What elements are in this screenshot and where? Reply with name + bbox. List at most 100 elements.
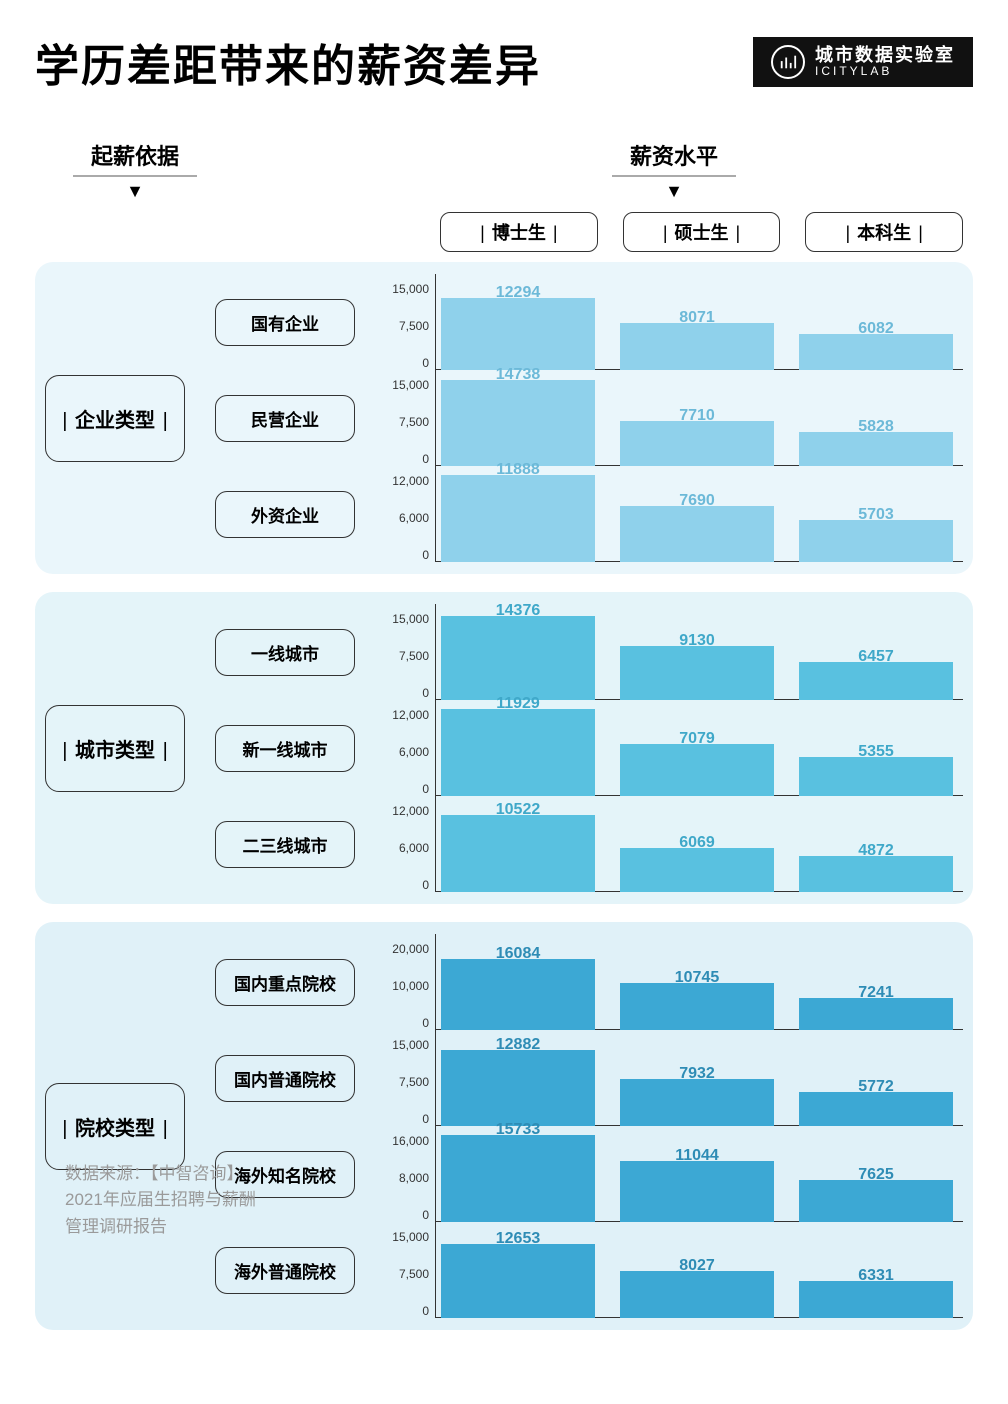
bar-value: 7690: [620, 492, 774, 510]
chart-row: 15,0007,5000 12653 8027 6331: [375, 1222, 963, 1318]
group-label-box: | 院校类型 |: [45, 1083, 185, 1170]
bar: 5703: [799, 474, 953, 562]
bar: 12653: [441, 1230, 595, 1318]
bar: 7690: [620, 474, 774, 562]
bar: 7241: [799, 942, 953, 1030]
bar: 7710: [620, 378, 774, 466]
bar: 14376: [441, 612, 595, 700]
bar: 7932: [620, 1038, 774, 1126]
sub-label: 民营企业: [215, 395, 355, 442]
y-axis-ticks: 15,0007,5000: [375, 1222, 435, 1318]
logo-text-cn: 城市数据实验室: [815, 45, 955, 66]
y-axis-ticks: 12,0006,0000: [375, 466, 435, 562]
arrow-down-icon: ▼: [35, 181, 235, 202]
bar: 16084: [441, 942, 595, 1030]
axis-header-row: 起薪依据 ▼ 薪资水平 ▼ | 博士生 | | 硕士生 | | 本科生 |: [35, 139, 973, 252]
bar: 7079: [620, 708, 774, 796]
degree-headers: | 博士生 | | 硕士生 | | 本科生 |: [375, 212, 973, 252]
right-axis-label: 薪资水平: [375, 139, 973, 177]
bar: 6082: [799, 282, 953, 370]
chart-row: 15,0007,500014738 7710 5828: [375, 370, 963, 466]
sub-label: 外资企业: [215, 491, 355, 538]
sub-label: 国有企业: [215, 299, 355, 346]
bar-value: 6331: [799, 1267, 953, 1285]
bar-value: 7625: [799, 1166, 953, 1184]
sub-label: 新一线城市: [215, 725, 355, 772]
bar-value: 8027: [620, 1257, 774, 1275]
bar: 8027: [620, 1230, 774, 1318]
bar: 4872: [799, 804, 953, 892]
chart-row: 12,0006,000011929 7079 5355: [375, 700, 963, 796]
logo-badge: 城市数据实验室 ICITYLAB: [753, 37, 973, 87]
bar-value: 16084: [441, 945, 595, 963]
section-院校类型: | 院校类型 |国内重点院校国内普通院校海外知名院校海外普通院校20,00010…: [35, 922, 973, 1330]
bar-value: 11044: [620, 1147, 774, 1165]
bar: 12882: [441, 1038, 595, 1126]
bar-value: 7079: [620, 730, 774, 748]
page-title: 学历差距带来的薪资差异: [35, 30, 541, 94]
bar-value: 5772: [799, 1078, 953, 1096]
bar: 15733: [441, 1134, 595, 1222]
sub-label: 二三线城市: [215, 821, 355, 868]
y-axis-ticks: 16,0008,0000: [375, 1126, 435, 1222]
bar-value: 12653: [441, 1230, 595, 1248]
chart-row: 15,0007,50001437691306457: [375, 604, 963, 700]
bar: 6457: [799, 612, 953, 700]
bar-value: 14376: [441, 602, 595, 620]
bar-value: 10522: [441, 801, 595, 819]
bar: 11044: [620, 1134, 774, 1222]
sub-label: 国内普通院校: [215, 1055, 355, 1102]
bar-value: 12882: [441, 1036, 595, 1054]
bar-value: 11888: [441, 461, 595, 479]
data-source: 数据来源：【中智咨询】 2021年应届生招聘与薪酬 管理调研报告: [65, 1161, 256, 1240]
bar: 5772: [799, 1038, 953, 1126]
y-axis-ticks: 12,0006,0000: [375, 700, 435, 796]
logo-text-en: ICITYLAB: [815, 65, 955, 79]
degree-header: | 硕士生 |: [623, 212, 781, 252]
sub-label: 国内重点院校: [215, 959, 355, 1006]
bar: 11888: [441, 474, 595, 562]
bar: 5828: [799, 378, 953, 466]
section-城市类型: | 城市类型 |一线城市新一线城市二三线城市15,0007,5000143769…: [35, 592, 973, 904]
group-label-box: | 企业类型 |: [45, 375, 185, 462]
sub-label: 一线城市: [215, 629, 355, 676]
bar-value: 5828: [799, 418, 953, 436]
group-label-box: | 城市类型 |: [45, 705, 185, 792]
left-axis-label: 起薪依据: [35, 139, 235, 177]
bar-value: 6457: [799, 648, 953, 666]
degree-header: | 博士生 |: [440, 212, 598, 252]
bar-value: 5355: [799, 743, 953, 761]
bar-value: 12294: [441, 284, 595, 302]
sub-label: 海外普通院校: [215, 1247, 355, 1294]
bar-value: 9130: [620, 632, 774, 650]
chart-row: 12,0006,000011888 7690 5703: [375, 466, 963, 562]
y-axis-ticks: 12,0006,0000: [375, 796, 435, 892]
arrow-down-icon: ▼: [375, 181, 973, 202]
y-axis-ticks: 15,0007,5000: [375, 1030, 435, 1126]
bar-value: 14738: [441, 366, 595, 384]
bar-value: 7241: [799, 984, 953, 1002]
bar: 9130: [620, 612, 774, 700]
infographic-root: 学历差距带来的薪资差异 城市数据实验室 ICITYLAB 起薪依据 ▼ 薪资水平…: [35, 30, 973, 1330]
bar: 11929: [441, 708, 595, 796]
bar-value: 10745: [620, 969, 774, 987]
bar: 14738: [441, 378, 595, 466]
bar: 6069: [620, 804, 774, 892]
bar: 6331: [799, 1230, 953, 1318]
y-axis-ticks: 15,0007,5000: [375, 370, 435, 466]
logo-chart-icon: [771, 45, 805, 79]
y-axis-ticks: 15,0007,5000: [375, 274, 435, 370]
y-axis-ticks: 15,0007,5000: [375, 604, 435, 700]
bar: 7625: [799, 1134, 953, 1222]
bar: 10745: [620, 942, 774, 1030]
bar-value: 8071: [620, 309, 774, 327]
chart-row: 20,00010,000016084107457241: [375, 934, 963, 1030]
degree-header: | 本科生 |: [805, 212, 963, 252]
bar-value: 11929: [441, 695, 595, 713]
bar: 5355: [799, 708, 953, 796]
bar-value: 15733: [441, 1121, 595, 1139]
bar-value: 7932: [620, 1065, 774, 1083]
chart-row: 16,0008,000015733 11044 7625: [375, 1126, 963, 1222]
bar-value: 7710: [620, 407, 774, 425]
bar: 12294: [441, 282, 595, 370]
